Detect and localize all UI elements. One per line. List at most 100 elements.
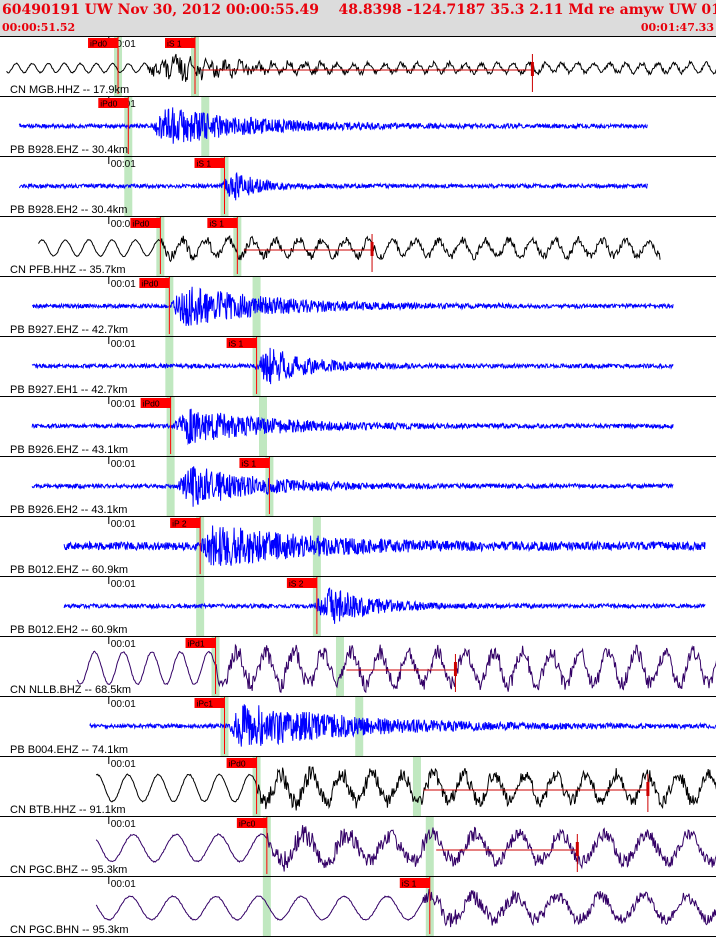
- s-pick-box: [226, 338, 257, 348]
- station-label: PB B927.EHZ -- 42.7km: [10, 324, 128, 336]
- trace-panel: 00:01 iPd0 CN BTB.HHZ -- 91.1km: [10, 757, 716, 816]
- station-label: CN PFB.HHZ -- 35.7km: [10, 264, 126, 276]
- s-pick-band: [335, 637, 344, 696]
- trace-panel: 00:01 iPd0 PB B926.EHZ -- 43.1km: [10, 397, 674, 456]
- waveform: [63, 587, 706, 624]
- waveform: [89, 704, 716, 747]
- s-pick-box: [239, 458, 270, 468]
- trace-panel: 00:01 iPc1 PB B004.EHZ -- 74.1km: [10, 697, 716, 756]
- waveform: [95, 766, 716, 811]
- station-label: CN NLLB.BHZ -- 68.5km: [10, 684, 131, 696]
- p-pick-band: [262, 877, 271, 936]
- minute-tick-label: 00:01: [111, 579, 136, 590]
- s-pick-label: iS 2: [289, 579, 304, 589]
- p-pick-label: iPd0: [90, 39, 107, 49]
- p-pick-box: [226, 758, 257, 768]
- header-bar: 60490191 UW Nov 30, 2012 00:00:55.49 48.…: [0, 0, 716, 36]
- waveform: [31, 347, 674, 385]
- event-title: 60490191 UW Nov 30, 2012 00:00:55.49 48.…: [2, 2, 716, 18]
- trace-panel: 00:01 iS 1 PB B928.EH2 -- 30.4km: [10, 157, 649, 216]
- p-pick-box: [98, 98, 129, 108]
- station-label: PB B926.EHZ -- 43.1km: [10, 444, 128, 456]
- trace-panel: 00:01 iPc0 CN PGC.BHZ -- 95.3km: [10, 817, 716, 876]
- p-pick-label: iPd0: [141, 279, 158, 289]
- minute-tick-label: 00:01: [111, 399, 136, 410]
- waveform: [63, 525, 706, 566]
- p-pick-box: [88, 38, 119, 48]
- station-label: PB B012.EHZ -- 60.9km: [10, 564, 128, 576]
- window-end-time: 00:01:47.33: [640, 21, 714, 34]
- s-pick-box: [165, 38, 196, 48]
- s-pick-band: [412, 757, 421, 816]
- trace-panel: 00:01 iP 2 PB B012.EHZ -- 60.9km: [10, 517, 706, 576]
- waveform: [31, 286, 674, 326]
- waveform: [95, 889, 716, 928]
- s-pick-box: [194, 158, 225, 168]
- trace-panel: 00:01 iS 2 PB B012.EH2 -- 60.9km: [10, 577, 706, 636]
- p-pick-label: iP 2: [172, 519, 187, 529]
- minute-tick-label: 00:01: [111, 519, 136, 530]
- coda-end-blob: [453, 662, 457, 676]
- p-pick-label: iPd0: [143, 399, 160, 409]
- minute-tick-label: 00:01: [111, 639, 136, 650]
- s-pick-label: iS 1: [402, 879, 417, 889]
- waveform: [95, 825, 716, 872]
- coda-end-blob: [530, 62, 534, 76]
- station-label: PB B012.EH2 -- 60.9km: [10, 624, 127, 636]
- waveform: [6, 53, 716, 82]
- s-pick-box: [399, 878, 430, 888]
- station-label: PB B004.EHZ -- 74.1km: [10, 744, 128, 756]
- s-pick-label: iS 1: [241, 459, 256, 469]
- minute-tick-label: 00:01: [111, 159, 136, 170]
- p-pick-box: [194, 698, 225, 708]
- station-label: PB B926.EH2 -- 43.1km: [10, 504, 127, 516]
- p-pick-box: [170, 518, 201, 528]
- s-pick-label: iS 1: [229, 339, 244, 349]
- p-pick-box: [130, 218, 161, 228]
- station-label: PB B928.EHZ -- 30.4km: [10, 144, 128, 156]
- trace-panel: 00:01 iPd1 CN NLLB.BHZ -- 68.5km: [10, 637, 716, 696]
- s-pick-label: iS 1: [197, 159, 212, 169]
- station-label: CN MGB.HHZ -- 17.9km: [10, 84, 129, 96]
- station-label: CN PGC.BHN -- 95.3km: [10, 924, 129, 936]
- minute-tick-label: 00:01: [111, 879, 136, 890]
- waveform: [18, 107, 648, 144]
- p-pick-label: iPd0: [100, 99, 117, 109]
- p-pick-label: iPd0: [229, 759, 246, 769]
- minute-tick-label: 00:01: [111, 699, 136, 710]
- coda-end-blob: [370, 242, 374, 256]
- waveform: [76, 643, 716, 694]
- trace-panel: 00:01 iPd0 iS 1 CN MGB.HHZ -- 17.9km: [6, 37, 716, 96]
- minute-tick-label: 00:01: [111, 459, 136, 470]
- p-pick-label: iPc0: [239, 819, 256, 829]
- minute-tick-label: 00:01: [111, 759, 136, 770]
- trace-panel: 00:01 iS 1 PB B926.EH2 -- 43.1km: [10, 457, 674, 516]
- waveform: [31, 408, 674, 446]
- minute-tick-label: 00:01: [111, 39, 136, 50]
- minute-tick-label: 00:01: [111, 819, 136, 830]
- trace-panel: 00:01 iS 1 CN PGC.BHN -- 95.3km: [10, 877, 716, 936]
- station-label: CN PGC.BHZ -- 95.3km: [10, 864, 127, 876]
- station-label: CN BTB.HHZ -- 91.1km: [10, 804, 126, 816]
- s-pick-box: [286, 578, 317, 588]
- coda-end-blob: [575, 842, 579, 856]
- window-start-time: 00:00:51.52: [2, 21, 76, 34]
- trace-panel: 00:01 iPd0 PB B927.EHZ -- 42.7km: [10, 277, 674, 336]
- p-pick-box: [139, 278, 170, 288]
- waveform: [38, 235, 661, 263]
- waveform: [31, 466, 674, 507]
- p-pick-box: [236, 818, 267, 828]
- p-pick-label: iPc1: [197, 699, 214, 709]
- minute-tick-label: 00:01: [111, 219, 136, 230]
- minute-tick-label: 00:01: [111, 339, 136, 350]
- p-pick-label: iPd0: [132, 219, 149, 229]
- p-pick-box: [140, 398, 171, 408]
- station-label: PB B928.EH2 -- 30.4km: [10, 204, 127, 216]
- waveform: [18, 171, 649, 201]
- p-pick-label: iPd1: [188, 639, 205, 649]
- s-pick-label: iS 1: [167, 39, 182, 49]
- s-pick-label: iS 1: [209, 219, 224, 229]
